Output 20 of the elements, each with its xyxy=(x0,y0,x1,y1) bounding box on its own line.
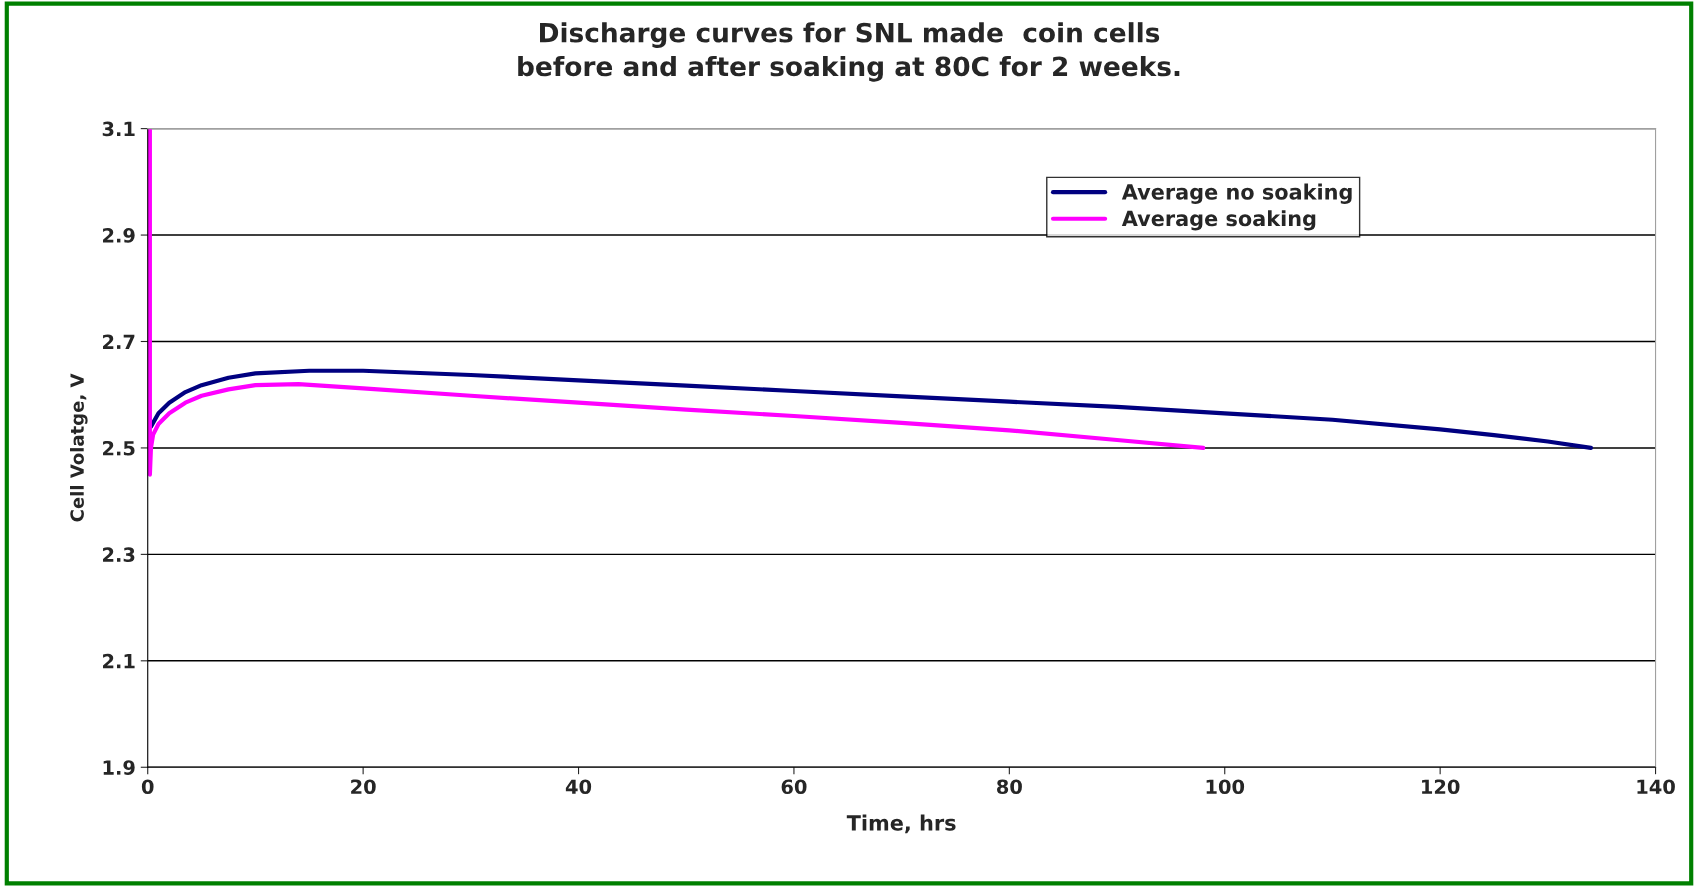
y-tick-label: 2.5 xyxy=(103,440,135,456)
y-tick-label: 2.1 xyxy=(103,653,135,669)
chart-title: Discharge curves for SNL made coin cells before and after soaking at 80C for 2 weeks. xyxy=(518,22,1180,82)
y-tick-label: 2.9 xyxy=(103,228,135,243)
legend-label: Average soaking xyxy=(1121,210,1316,231)
y-axis-title: Cell Volatge, V xyxy=(69,373,88,522)
y-tick-label: 2.3 xyxy=(103,547,135,563)
y-tick-label: 1.9 xyxy=(103,760,135,775)
x-tick-label: 0 xyxy=(141,779,154,795)
x-tick-label: 40 xyxy=(565,779,592,795)
x-tick-label: 80 xyxy=(997,779,1022,795)
x-tick-label: 120 xyxy=(1422,779,1460,795)
x-tick-label: 60 xyxy=(781,779,807,795)
x-tick-label: 100 xyxy=(1206,779,1245,795)
x-tick-label: 20 xyxy=(351,779,376,795)
y-tick-label: 3.1 xyxy=(102,121,135,137)
x-tick-label: 140 xyxy=(1637,779,1675,795)
legend-label: Average no soaking xyxy=(1121,183,1352,204)
x-axis-title: Time, hrs xyxy=(846,814,956,834)
y-tick-label: 2.7 xyxy=(103,334,135,349)
